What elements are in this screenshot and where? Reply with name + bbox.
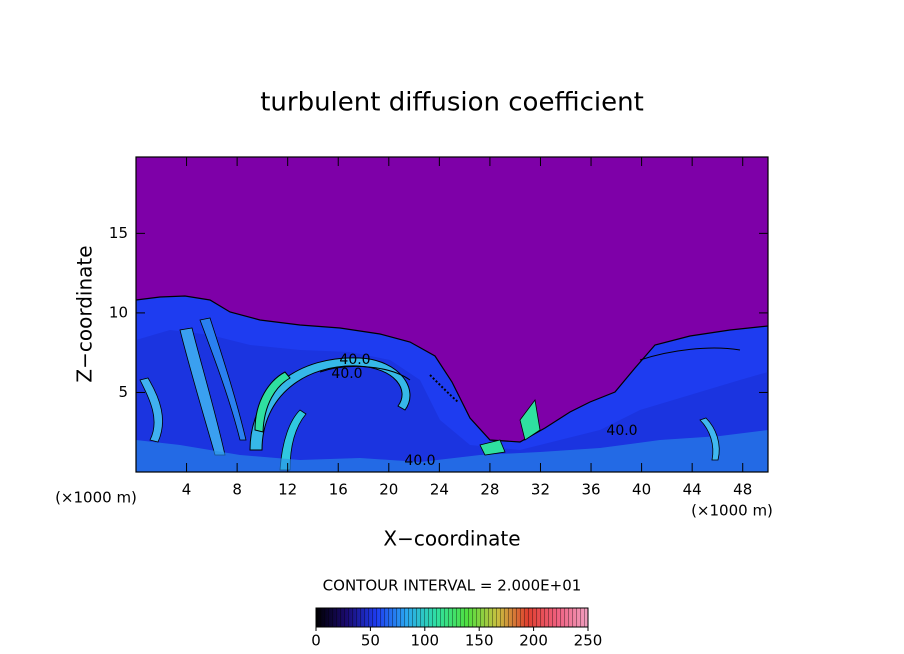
x-tick-label: 44 [683, 481, 702, 499]
colorbar-stripes [316, 608, 588, 627]
y-tick-label: 5 [118, 383, 128, 401]
contour-label: 40.0 [404, 453, 435, 469]
colorbar-tick-label: 150 [465, 632, 494, 650]
x-tick-label: 4 [182, 481, 192, 499]
x-axis-label: X−coordinate [383, 527, 520, 551]
colorbar-tick-label: 0 [311, 632, 321, 650]
contour-label: 40.0 [606, 423, 637, 439]
contour-label: 40.0 [339, 352, 370, 368]
x-unit: (×1000 m) [691, 502, 773, 520]
y-axis-label: Z−coordinate [73, 245, 97, 382]
x-tick-label: 48 [733, 481, 752, 499]
chart-title: turbulent diffusion coefficient [260, 88, 644, 118]
y-tick-label: 10 [109, 303, 128, 321]
x-tick-label: 24 [430, 481, 449, 499]
x-tick-label: 12 [278, 481, 297, 499]
x-tick-label: 36 [581, 481, 600, 499]
plot-frame [135, 156, 769, 473]
x-tick-label: 16 [329, 481, 348, 499]
x-tick-label: 32 [531, 481, 550, 499]
x-tick-label: 20 [379, 481, 398, 499]
y-tick-label: 15 [109, 224, 128, 242]
x-tick-label: 28 [480, 481, 499, 499]
contour-field [136, 157, 768, 472]
contour-label: 40.0 [331, 366, 362, 382]
colorbar-tick-label: 200 [519, 632, 548, 650]
colorbar-tick-label: 50 [361, 632, 380, 650]
colorbar-tick-label: 100 [410, 632, 439, 650]
colorbar-tick-label: 250 [574, 632, 603, 650]
x-tick-label: 8 [232, 481, 242, 499]
x-tick-label: 40 [632, 481, 651, 499]
contour-interval: CONTOUR INTERVAL = 2.000E+01 [323, 577, 582, 595]
y-unit: (×1000 m) [55, 489, 137, 507]
